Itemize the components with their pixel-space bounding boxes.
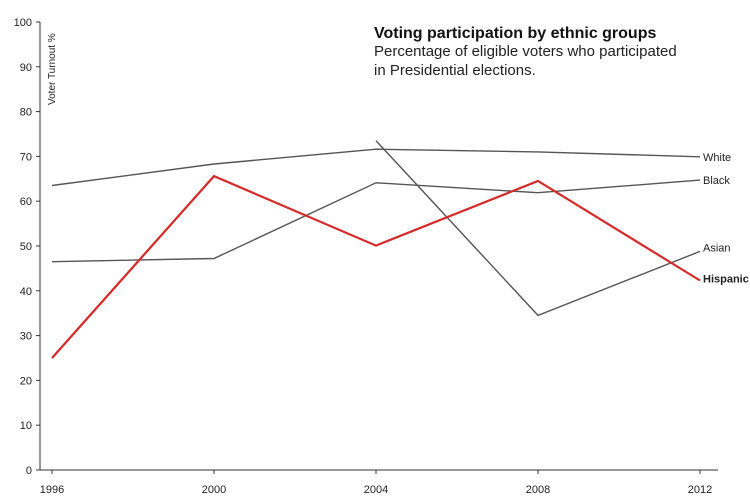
series-lines xyxy=(51,140,701,359)
series-label-black: Black xyxy=(703,175,730,187)
y-tick-label: 60 xyxy=(20,196,32,208)
y-tick-label: 100 xyxy=(14,17,32,29)
chart-subtitle-line-2: in Presidential elections. xyxy=(374,62,536,79)
chart-title: Voting participation by ethnic groups xyxy=(374,25,656,42)
y-axis-label: Voter Turnout % xyxy=(47,33,58,105)
y-tick-label: 80 xyxy=(20,107,32,119)
y-tick-label: 90 xyxy=(20,62,32,74)
y-tick-label: 40 xyxy=(20,286,32,298)
series-line-black xyxy=(51,179,701,263)
y-tick-label: 30 xyxy=(20,331,32,343)
series-line-asian xyxy=(375,140,701,317)
series-label-hispanic: Hispanic xyxy=(703,273,749,285)
x-tick-label: 2000 xyxy=(202,484,226,496)
x-tick-label: 2012 xyxy=(688,484,712,496)
series-label-white: White xyxy=(703,152,731,164)
series-line-hispanic xyxy=(51,174,701,359)
y-tick-label: 20 xyxy=(20,375,32,387)
y-tick-label: 0 xyxy=(26,465,32,477)
x-tick-label: 2008 xyxy=(526,484,550,496)
chart-subtitle-line-1: Percentage of eligible voters who partic… xyxy=(374,43,677,60)
series-line-white xyxy=(51,148,701,187)
axes: 0 10 20 30 40 50 60 70 80 90 100 1996 2000 2004 2008 20… xyxy=(14,17,718,496)
x-tick-label: 2004 xyxy=(364,484,388,496)
y-tick-label: 10 xyxy=(20,420,32,432)
series-label-asian: Asian xyxy=(703,242,731,254)
series-labels: White Black Asian Hispanic xyxy=(703,152,749,286)
y-tick-label: 70 xyxy=(20,151,32,163)
x-tick-label: 1996 xyxy=(40,484,64,496)
y-tick-label: 50 xyxy=(20,241,32,253)
